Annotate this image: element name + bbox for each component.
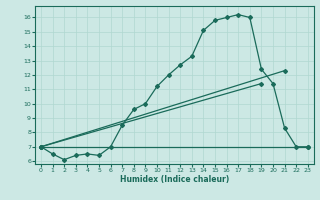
X-axis label: Humidex (Indice chaleur): Humidex (Indice chaleur) xyxy=(120,175,229,184)
